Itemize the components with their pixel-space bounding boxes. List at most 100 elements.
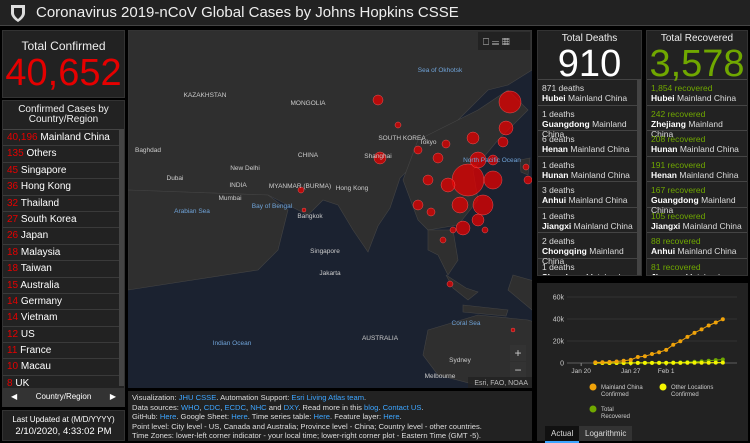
deaths-count: 2 deaths	[542, 236, 575, 246]
country-name: Malaysia	[20, 246, 61, 258]
footer-link[interactable]: CDC	[203, 402, 221, 412]
recovered-region: Mainland China	[679, 144, 739, 154]
footer-link[interactable]: Contact US	[382, 402, 422, 412]
map-label: INDIA	[229, 182, 247, 189]
deaths-count: 1 deaths	[542, 210, 575, 221]
series-point	[706, 360, 711, 365]
country-title: Confirmed Cases by Country/Region	[3, 101, 124, 130]
country-count: 12	[7, 328, 19, 340]
country-count: 14	[7, 295, 19, 307]
recovered-count: 208 recovered	[651, 134, 706, 144]
deaths-place: Shandong	[542, 272, 584, 276]
footer-link[interactable]: Here	[383, 412, 400, 422]
footer-link[interactable]: Here	[313, 412, 330, 422]
country-name: US	[20, 328, 35, 340]
deaths-count: 871 deaths	[542, 83, 585, 93]
deaths-region: Mainland China	[570, 144, 630, 154]
tab-label[interactable]: Country/Region	[35, 392, 92, 401]
series-point	[692, 360, 697, 365]
series-point	[678, 339, 683, 344]
header: Coronavirus 2019-nCoV Global Cases by Jo…	[0, 0, 750, 26]
country-count: 45	[7, 164, 19, 176]
footer-link[interactable]: ECDC	[224, 402, 246, 412]
map-controls[interactable]: ⎕ ☰ ▦ + −	[478, 32, 530, 378]
legend-line: Confirmed	[601, 392, 629, 398]
toolbar[interactable]	[478, 32, 530, 50]
recovered-panel: Total Recovered 3,578 1,854 recovered Hub…	[646, 30, 748, 276]
chart-tab[interactable]: Actual	[545, 426, 580, 443]
series-point	[699, 327, 704, 332]
series-point	[642, 354, 647, 359]
map-label: Indian Ocean	[213, 340, 252, 347]
series-point	[671, 342, 676, 347]
series-point	[607, 359, 612, 364]
series-point	[635, 354, 640, 359]
recovered-item: 81 recoveredJiangsu Mainland China	[647, 259, 747, 276]
series-point	[628, 357, 633, 362]
country-name: Others	[26, 148, 57, 160]
footer-link[interactable]: Esri Living Atlas team	[291, 393, 365, 402]
bookmark-icon[interactable]: ⎕ ☰ ▦	[483, 37, 510, 48]
series-point	[593, 360, 598, 365]
recovered-place: Anhui	[651, 246, 676, 256]
footer-line: Data sources: WHO, CDC, ECDC, NHC and DX…	[132, 403, 528, 413]
legend-swatch	[589, 405, 597, 413]
map-label: Hong Kong	[336, 185, 369, 192]
country-name: Macau	[20, 361, 51, 373]
footer-link[interactable]: blog	[364, 402, 379, 412]
updated-value: 2/10/2020, 4:33:02 PM	[15, 426, 112, 437]
legend-label: Mainland China Confirmed	[601, 385, 643, 398]
series-point	[621, 358, 626, 363]
recovered-count: 88 recovered	[651, 236, 701, 246]
chart-tab[interactable]: Logarithmic	[579, 426, 633, 441]
map-label: Tokyo	[420, 139, 437, 146]
country-count: 26	[7, 230, 19, 242]
y-tick-label: 40k	[553, 317, 565, 324]
recovered-region: Mainland China	[682, 220, 742, 231]
series-point	[685, 360, 690, 365]
country-row: 11 France	[3, 343, 119, 360]
deaths-count: 1 deaths	[542, 108, 575, 119]
footer-link[interactable]: NHC	[250, 402, 267, 412]
zoom-in[interactable]	[510, 345, 526, 361]
legend-line: Recovered	[601, 414, 630, 420]
country-count: 14	[7, 312, 19, 324]
map-label: MONGOLIA	[290, 100, 326, 107]
deaths-count: 6 deaths	[542, 134, 575, 144]
country-tab[interactable]: ◀ Country/Region ▶	[3, 388, 124, 406]
recovered-item: 242 recovered Zhejiang Mainland China	[647, 106, 747, 139]
zoom-out[interactable]	[510, 362, 526, 378]
footer-text: and	[266, 402, 284, 412]
series-point	[628, 360, 633, 365]
footer-text: . Automation Support:	[216, 393, 292, 402]
footer-link[interactable]: Here	[231, 412, 248, 422]
zoom-out-icon[interactable]: −	[514, 363, 521, 377]
country-row: 32 Thailand	[3, 196, 119, 212]
x-tick-label: Jan 27	[621, 368, 641, 375]
footer-link[interactable]: Here	[159, 412, 177, 422]
legend-label: Other Locations Confirmed	[671, 385, 713, 398]
y-tick-label: 0	[560, 361, 564, 368]
confirmed-value: 40,652	[5, 52, 122, 94]
recovered-item: 1,854 recovered Hubei Mainland China	[647, 80, 747, 106]
legend-line: Confirmed	[671, 392, 699, 398]
deaths-list: 871 deaths Hubei Mainland China 1 deaths Gu…	[538, 80, 641, 276]
country-row: 14 Vietnam	[3, 310, 119, 327]
zoom-in-icon[interactable]: +	[514, 346, 521, 360]
footer-link[interactable]: JHU CSSE	[178, 393, 217, 402]
footer-link[interactable]: DXY	[283, 402, 299, 412]
footer-link[interactable]: WHO	[180, 402, 200, 412]
country-row: 10 Macau	[3, 359, 119, 376]
legend-swatch	[589, 383, 597, 391]
updated-panel: Last Updated at (M/D/YYYY) 2/10/2020, 4:…	[2, 410, 125, 441]
country-row: 135 Others	[3, 146, 119, 163]
series-point	[685, 334, 690, 339]
series-point	[657, 350, 662, 355]
series-point	[713, 360, 718, 365]
country-name: Japan	[20, 230, 49, 242]
footer-text: ,	[220, 402, 225, 412]
deaths-place: Anhui	[542, 195, 567, 205]
map-label: Bay of Bengal	[252, 203, 293, 210]
country-name: South Korea	[20, 213, 77, 225]
attribution: Esri, FAO, NOAA	[474, 380, 528, 387]
